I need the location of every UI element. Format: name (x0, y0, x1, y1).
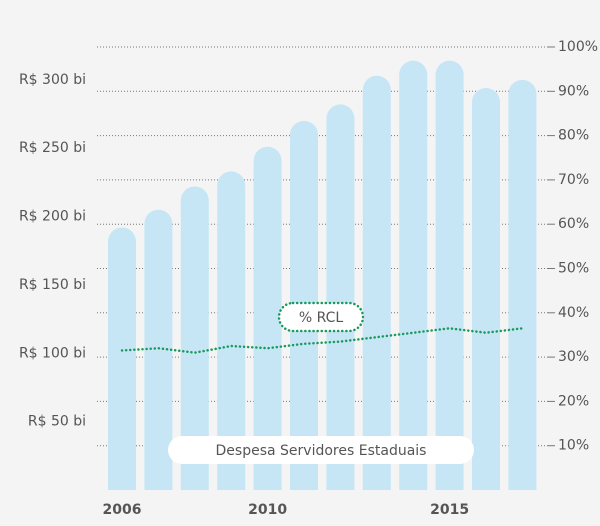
legend-label: Despesa Servidores Estaduais (216, 443, 427, 459)
y-tick-label: R$ 150 bi (19, 277, 86, 293)
bar (326, 104, 355, 490)
legend-item: Despesa Servidores Estaduais (168, 436, 474, 464)
bar (362, 75, 391, 491)
y-tick-label: R$ 300 bi (19, 72, 86, 88)
y2-tick-label: 70% (558, 172, 589, 188)
y-tick-label: R$ 250 bi (19, 140, 86, 156)
bar (108, 227, 136, 490)
bar (217, 171, 246, 490)
bar (472, 88, 500, 490)
y2-tick-label: 80% (558, 128, 589, 144)
legend-box (168, 436, 474, 464)
y2-tick-label: 90% (558, 83, 589, 99)
x-tick-label: 2006 (103, 502, 142, 518)
y2-tick-label: 10% (558, 438, 589, 454)
bar (435, 60, 464, 490)
bar (508, 79, 537, 491)
bar (399, 60, 428, 490)
y-tick-label: R$ 100 bi (19, 345, 86, 361)
line (120, 327, 524, 354)
y-tick-label: R$ 50 bi (28, 414, 86, 430)
y-tick-label: R$ 200 bi (19, 209, 86, 225)
legend-box (277, 301, 365, 333)
bar (180, 186, 209, 491)
legend-item: % RCL (277, 301, 365, 333)
bar (253, 146, 282, 490)
x-tick-label: 2010 (248, 502, 287, 518)
y2-tick-label: 50% (558, 261, 589, 277)
y2-tick-label: 60% (558, 216, 589, 232)
y2-tick-label: 30% (558, 349, 589, 365)
y2-tick-label: 100% (558, 39, 598, 55)
bar (144, 209, 173, 491)
y2-tick-label: 40% (558, 305, 589, 321)
y2-tick-label: 20% (558, 393, 589, 409)
x-tick-label: 2015 (430, 502, 469, 518)
legend-label: % RCL (299, 310, 344, 326)
